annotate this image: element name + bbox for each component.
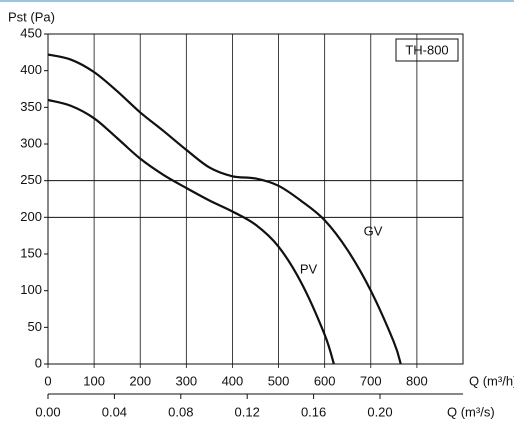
curve-label: GV: [364, 223, 383, 238]
curve-label: PV: [300, 262, 318, 277]
y-tick-label: 50: [28, 319, 42, 334]
y-tick-label: 200: [20, 209, 42, 224]
x-tick-label: 600: [314, 373, 336, 388]
plot-frame: [47, 33, 464, 365]
y-tick-label: 250: [20, 172, 42, 187]
y-tick-label: 150: [20, 245, 42, 260]
y-tick-label: 400: [20, 62, 42, 77]
x-tick-label: 300: [175, 373, 197, 388]
x2-axis-title: Q (m³/s): [447, 404, 495, 419]
x2-tick-label: 0.12: [235, 404, 260, 419]
x-tick-label: 200: [129, 373, 151, 388]
x-tick-label: 500: [268, 373, 290, 388]
y-axis-title: Pst (Pa): [8, 9, 55, 24]
y-tick-label: 100: [20, 282, 42, 297]
y-tick-label: 350: [20, 99, 42, 114]
x2-tick-label: 0.00: [35, 404, 60, 419]
x-tick-label: 0: [44, 373, 51, 388]
legend-box: [395, 38, 459, 62]
y-tick-label: 300: [20, 135, 42, 150]
x-tick-label: 100: [83, 373, 105, 388]
x2-tick-label: 0.16: [301, 404, 326, 419]
y-tick-label: 0: [35, 355, 42, 370]
x2-tick-label: 0.20: [367, 404, 392, 419]
curve: [47, 53, 402, 365]
x-axis-title: Q (m³/h): [469, 373, 514, 388]
legend-title: TH-800: [405, 42, 448, 57]
x-tick-label: 400: [222, 373, 244, 388]
x2-tick-label: 0.08: [168, 404, 193, 419]
y-tick-label: 450: [20, 25, 42, 40]
x2-tick-label: 0.04: [102, 404, 127, 419]
x-tick-label: 700: [360, 373, 382, 388]
curve: [47, 98, 335, 365]
x-tick-label: 800: [406, 373, 428, 388]
